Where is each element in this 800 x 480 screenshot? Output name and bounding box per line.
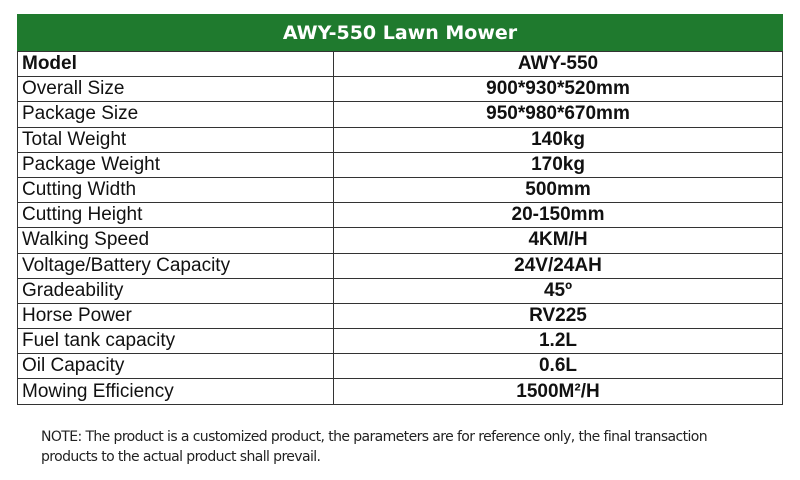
spec-label: Mowing Efficiency [17, 378, 334, 405]
spec-label: Gradeability [17, 277, 334, 304]
spec-label: Overall Size [17, 76, 334, 103]
note-text: NOTE: The product is a customized produc… [41, 429, 708, 465]
spec-label: Total Weight [17, 126, 334, 153]
table-row: Gradeability 45º [17, 277, 783, 304]
table-row: Voltage/Battery Capacity 24V/24AH [17, 252, 783, 279]
spec-value: AWY-550 [333, 50, 783, 78]
spec-label: Package Weight [17, 151, 334, 178]
spec-value: 1500M²/H [333, 378, 783, 405]
spec-label: Voltage/Battery Capacity [17, 252, 334, 279]
spec-value: 0.6L [333, 353, 783, 380]
table-row: Model AWY-550 [17, 50, 783, 78]
spec-label: Walking Speed [17, 227, 334, 254]
spec-value: 24V/24AH [333, 252, 783, 279]
table-row: Cutting Width 500mm [17, 176, 783, 204]
spec-value: 950*980*670mm [333, 101, 783, 128]
table-row: Oil Capacity 0.6L [17, 353, 783, 380]
table-row: Walking Speed 4KM/H [17, 227, 783, 254]
table-row: Mowing Efficiency 1500M²/H [17, 378, 783, 405]
spec-table-container: AWY-550 Lawn Mower Model AWY-550 Overall S… [17, 14, 783, 405]
spec-value: 45º [333, 277, 783, 304]
spec-value: 500mm [333, 176, 783, 204]
spec-table: Model AWY-550 Overall Size 900*930*520mm Pac… [17, 50, 783, 405]
table-row: Package Size 950*980*670mm [17, 101, 783, 128]
table-row: Package Weight 170kg [17, 151, 783, 178]
table-row: Cutting Height 20-150mm [17, 202, 783, 229]
table-row: Total Weight 140kg [17, 126, 783, 153]
spec-value: 4KM/H [333, 227, 783, 254]
spec-label: Oil Capacity [17, 353, 334, 380]
spec-value: 1.2L [333, 328, 783, 355]
table-row: Fuel tank capacity 1.2L [17, 328, 783, 355]
spec-label: Cutting Width [17, 176, 334, 204]
spec-label: Horse Power [17, 302, 334, 330]
table-row: Horse Power RV225 [17, 302, 783, 330]
table-row: Overall Size 900*930*520mm [17, 76, 783, 103]
spec-value: 170kg [333, 151, 783, 178]
spec-label: Cutting Height [17, 202, 334, 229]
spec-label: Model [17, 50, 334, 78]
spec-value: 900*930*520mm [333, 76, 783, 103]
spec-value: 140kg [333, 126, 783, 153]
spec-value: 20-150mm [333, 202, 783, 229]
spec-label: Package Size [17, 101, 334, 128]
spec-value: RV225 [333, 302, 783, 330]
table-title: AWY-550 Lawn Mower [17, 14, 783, 51]
spec-label: Fuel tank capacity [17, 328, 334, 355]
